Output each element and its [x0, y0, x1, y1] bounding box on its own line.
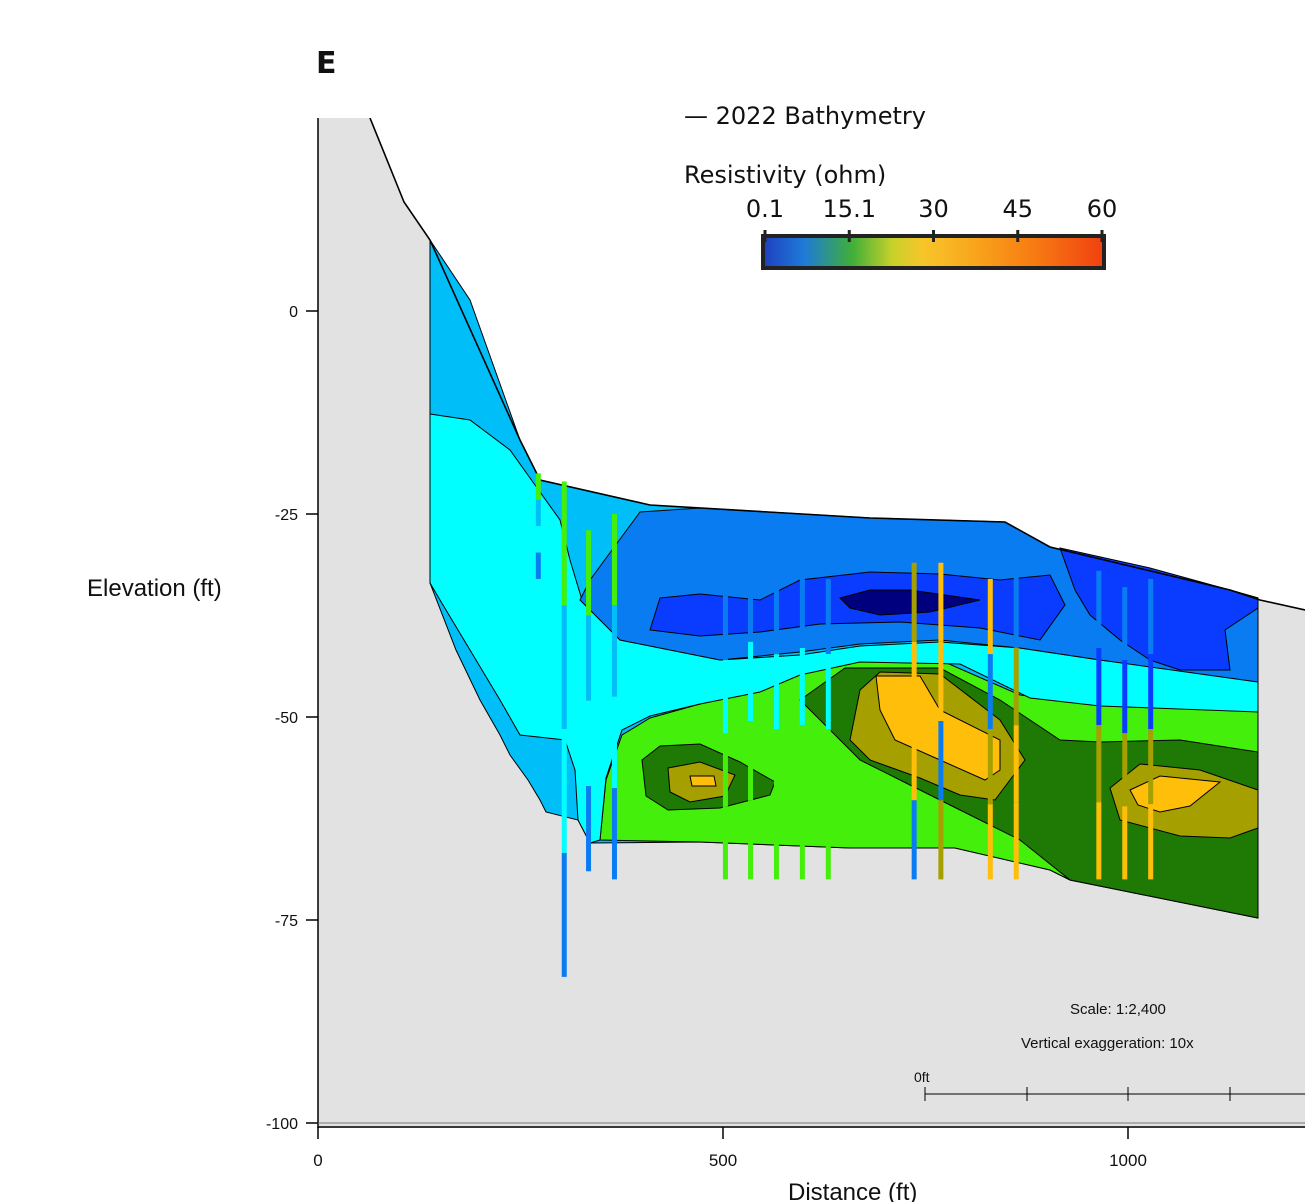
borehole-logs	[535, 473, 1154, 977]
contour-gold-left	[689, 775, 717, 787]
panel-label: E	[316, 46, 337, 81]
y-tick-label: -50	[275, 710, 298, 727]
x-axis-ticks: 0 500 1000	[313, 1127, 1147, 1170]
vertical-exaggeration-text: Vertical exaggeration: 10x	[1021, 1035, 1194, 1052]
legend-bathymetry-entry: — 2022 Bathymetry	[684, 102, 926, 130]
x-axis-label: Distance (ft)	[788, 1179, 917, 1202]
colorbar-title: Resistivity (ohm)	[684, 161, 886, 189]
plot-area	[318, 118, 1305, 1128]
x-tick-label: 500	[709, 1151, 737, 1170]
y-tick-label: -25	[275, 507, 298, 524]
scale-text: Scale: 1:2,400	[1070, 1001, 1166, 1018]
contour-darkest-blue	[839, 589, 981, 616]
y-tick-label: 0	[289, 304, 298, 321]
scale-bar: 0ft	[914, 1069, 1305, 1101]
legend: — 2022 Bathymetry Resistivity (ohm) 0.1 1…	[684, 102, 1117, 270]
colorbar-tick-label: 30	[918, 195, 949, 223]
y-tick-label: -75	[275, 913, 298, 930]
x-tick-label: 0	[313, 1151, 322, 1170]
colorbar-tick-label: 60	[1087, 195, 1118, 223]
colorbar-tick-label: 45	[1002, 195, 1033, 223]
x-tick-label: 1000	[1109, 1151, 1147, 1170]
y-tick-label: -100	[266, 1116, 298, 1133]
bathymetry-line	[369, 118, 1305, 611]
scale-bar-zero-label: 0ft	[914, 1069, 930, 1085]
y-axis-label: Elevation (ft)	[87, 575, 222, 602]
colorbar-ticks: 0.1 15.1 30 45 60	[746, 195, 1117, 242]
colorbar-tick-label: 15.1	[823, 195, 876, 223]
y-axis-ticks: 0 -25 -50 -75 -100	[266, 304, 318, 1133]
colorbar-tick-label: 0.1	[746, 195, 784, 223]
